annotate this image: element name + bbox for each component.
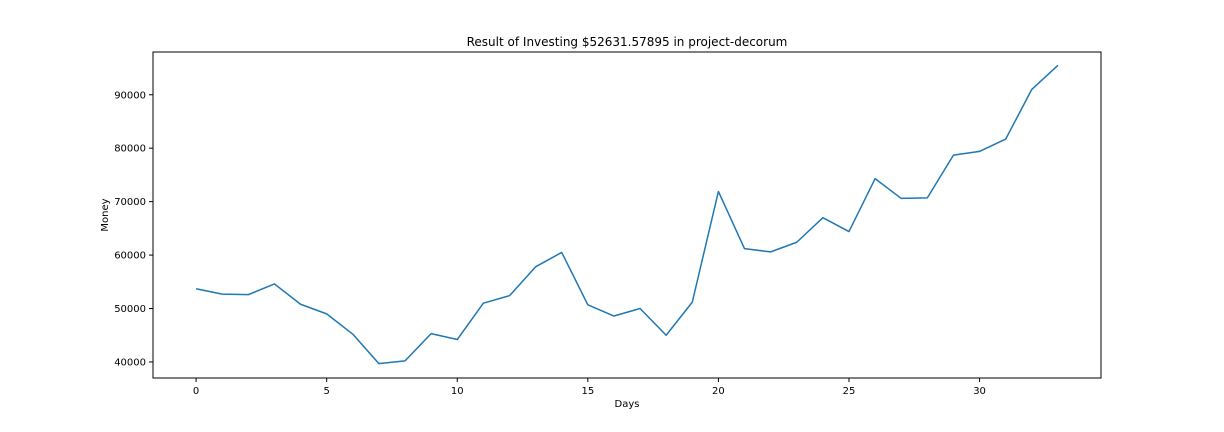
x-tick-label: 10 [451, 386, 464, 397]
series-line [195, 64, 1059, 365]
y-axis: 40000 50000 60000 70000 80000 90000 [114, 90, 153, 368]
y-tick-label: 60000 [114, 251, 146, 262]
x-tick-label: 20 [712, 386, 725, 397]
y-tick-label: 90000 [114, 90, 146, 101]
x-axis: 0 5 10 15 20 25 30 [193, 378, 986, 397]
x-tick-label: 15 [581, 386, 594, 397]
x-tick-label: 0 [193, 386, 199, 397]
plot-frame [152, 51, 1102, 379]
y-axis-label: Money [100, 198, 111, 231]
x-axis-label: Days [615, 399, 640, 410]
x-tick-label: 5 [323, 386, 329, 397]
x-tick-label: 30 [973, 386, 986, 397]
x-tick-label: 25 [843, 386, 856, 397]
plot-area [195, 64, 1059, 365]
y-tick-label: 40000 [114, 357, 146, 368]
y-tick-label: 70000 [114, 197, 146, 208]
y-tick-label: 80000 [114, 144, 146, 155]
chart-title: Result of Investing $52631.57895 in proj… [467, 35, 788, 49]
y-tick-label: 50000 [114, 304, 146, 315]
